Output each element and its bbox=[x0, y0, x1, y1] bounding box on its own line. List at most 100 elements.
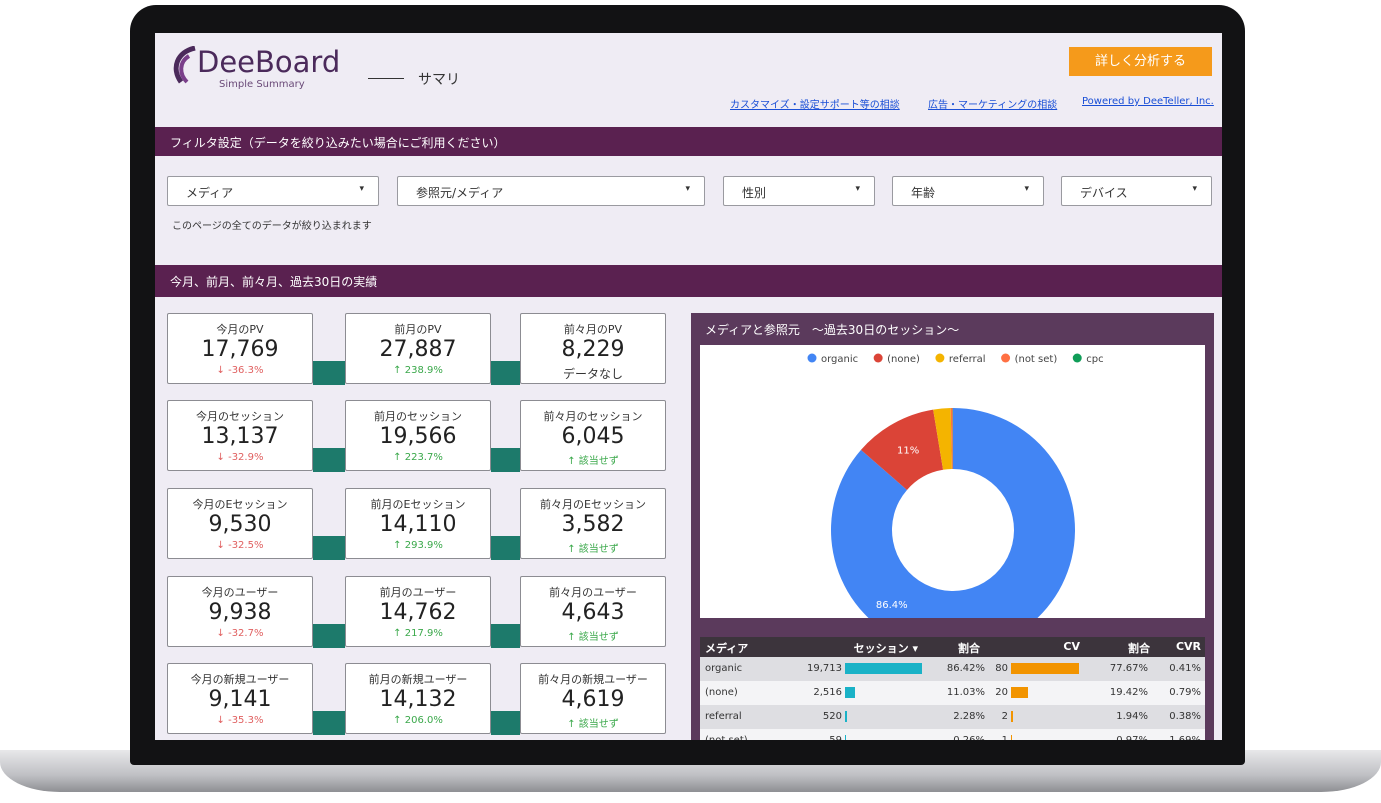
connector bbox=[313, 361, 345, 385]
caret: ▾ bbox=[1024, 184, 1029, 194]
kpi-card bbox=[345, 400, 491, 471]
legend-swatch bbox=[1072, 353, 1082, 363]
kpi-value: 14,762 bbox=[379, 600, 457, 625]
table-cell: 11.03% bbox=[946, 687, 985, 698]
caret: ▾ bbox=[359, 184, 364, 194]
table-header-bg bbox=[700, 637, 1205, 657]
table-header: CVR bbox=[1175, 640, 1201, 653]
kpi-label: 前々月のセッション bbox=[543, 410, 643, 423]
kpi-value: 8,229 bbox=[561, 337, 625, 362]
connector bbox=[491, 448, 520, 472]
logo: DeeBoard bbox=[197, 45, 341, 79]
table-row bbox=[700, 681, 1205, 705]
kpi-label: 前々月のユーザー bbox=[549, 586, 637, 599]
kpi-bar bbox=[155, 265, 1222, 297]
kpi-change: ↑ 206.0% bbox=[393, 715, 443, 726]
session-bar bbox=[845, 711, 848, 722]
kpi-label: 前月の新規ユーザー bbox=[368, 673, 468, 686]
kpi-change: ↓ -32.5% bbox=[216, 540, 264, 551]
connector bbox=[491, 624, 520, 648]
caret: ▾ bbox=[1192, 184, 1197, 194]
table-row bbox=[700, 729, 1205, 740]
kpi-card bbox=[345, 663, 491, 734]
kpi-value: 19,566 bbox=[379, 424, 457, 449]
kpi-change: ↑ 238.9% bbox=[393, 365, 443, 376]
kpi-card bbox=[167, 400, 313, 471]
table-cell: 77.67% bbox=[1109, 663, 1148, 674]
analyze-button[interactable]: 詳しく分析する bbox=[1069, 47, 1212, 76]
dropdown-label: デバイス bbox=[1080, 186, 1128, 200]
dropdown-label: 参照元/メディア bbox=[416, 186, 504, 200]
cv-bar bbox=[1011, 687, 1028, 698]
kpi-label: 前々月のEセッション bbox=[540, 498, 646, 511]
screen: DeeBoard Simple Summary サマリ 詳しく分析する カスタマ… bbox=[155, 33, 1222, 740]
kpi-label: 今月のPV bbox=[216, 323, 264, 336]
link[interactable]: Powered by DeeTeller, Inc. bbox=[1082, 96, 1214, 107]
caret: ▾ bbox=[855, 184, 860, 194]
cv-bar bbox=[1011, 663, 1079, 674]
dropdown[interactable]: 性別 ▾ bbox=[723, 176, 875, 206]
table-header: セッション ▾ bbox=[853, 642, 918, 655]
table-cell: (not set) bbox=[705, 735, 748, 740]
link[interactable]: カスタマイズ・設定サポート等の相談 bbox=[730, 100, 900, 111]
kpi-label: 今月のEセッション bbox=[192, 498, 288, 511]
table-cell: 1.69% bbox=[1169, 735, 1201, 740]
table-cell: 0.38% bbox=[1169, 711, 1201, 722]
table-cell: 86.42% bbox=[946, 663, 985, 674]
table-header: CV bbox=[1063, 640, 1080, 653]
connector bbox=[313, 448, 345, 472]
link[interactable]: 広告・マーケティングの相談 bbox=[928, 100, 1058, 111]
kpi-title: 今月、前月、前々月、過去30日の実績 bbox=[170, 275, 378, 289]
legend-swatch bbox=[1001, 353, 1011, 363]
dropdown[interactable]: 参照元/メディア ▾ bbox=[397, 176, 705, 206]
session-bar bbox=[845, 663, 922, 674]
dropdown-label: 性別 bbox=[742, 186, 767, 200]
kpi-value: 14,132 bbox=[379, 687, 457, 712]
cv-bar bbox=[1011, 711, 1013, 722]
dropdown[interactable]: メディア ▾ bbox=[167, 176, 379, 206]
kpi-change: ↓ -32.7% bbox=[216, 628, 264, 639]
table-cell: 20 bbox=[995, 687, 1008, 698]
connector bbox=[491, 536, 520, 560]
legend-label: cpc bbox=[1086, 354, 1103, 365]
kpi-card bbox=[345, 313, 491, 384]
table-cell: (none) bbox=[705, 687, 738, 698]
dropdown[interactable]: 年齢 ▾ bbox=[892, 176, 1044, 206]
cv-bar bbox=[1011, 735, 1012, 740]
connector bbox=[491, 711, 520, 735]
kpi-label: 前々月の新規ユーザー bbox=[538, 673, 648, 686]
table-cell: 1.94% bbox=[1116, 711, 1148, 722]
dropdown[interactable]: デバイス ▾ bbox=[1061, 176, 1212, 206]
legend-swatch bbox=[873, 353, 883, 363]
table-cell: 19.42% bbox=[1109, 687, 1148, 698]
donut-slice bbox=[860, 409, 944, 490]
kpi-label: 今月のユーザー bbox=[201, 586, 279, 599]
kpi-change: ↑ 該当せず bbox=[567, 719, 619, 730]
kpi-value: 9,938 bbox=[208, 600, 272, 625]
table-cell: 1 bbox=[1002, 735, 1008, 740]
table-cell: organic bbox=[705, 663, 743, 674]
kpi-card bbox=[520, 400, 666, 471]
table-cell: 0.41% bbox=[1169, 663, 1201, 674]
kpi-change: ↓ -36.3% bbox=[216, 365, 264, 376]
dropdown-label: 年齢 bbox=[911, 186, 936, 200]
slice-label: 86.4% bbox=[876, 600, 908, 611]
kpi-value: 9,141 bbox=[208, 687, 272, 712]
kpi-label: 前月のセッション bbox=[374, 410, 462, 423]
kpi-label: 前々月のPV bbox=[563, 323, 623, 336]
filter-note: このページの全てのデータが絞り込まれます bbox=[172, 221, 372, 232]
table-cell: 2.28% bbox=[953, 711, 985, 722]
kpi-change: ↑ 217.9% bbox=[393, 628, 443, 639]
table-cell: 2,516 bbox=[813, 687, 842, 698]
kpi-label: 今月の新規ユーザー bbox=[190, 673, 290, 686]
legend-label: organic bbox=[821, 354, 858, 365]
kpi-card bbox=[167, 576, 313, 647]
legend-swatch bbox=[935, 353, 945, 363]
kpi-change: ↑ 該当せず bbox=[567, 456, 619, 467]
table-cell: 0.97% bbox=[1116, 735, 1148, 740]
kpi-change: ↑ 293.9% bbox=[393, 540, 443, 551]
legend-label: (none) bbox=[887, 354, 920, 365]
table-header: 割合 bbox=[958, 642, 980, 655]
kpi-change: ↑ 該当せず bbox=[567, 544, 619, 555]
